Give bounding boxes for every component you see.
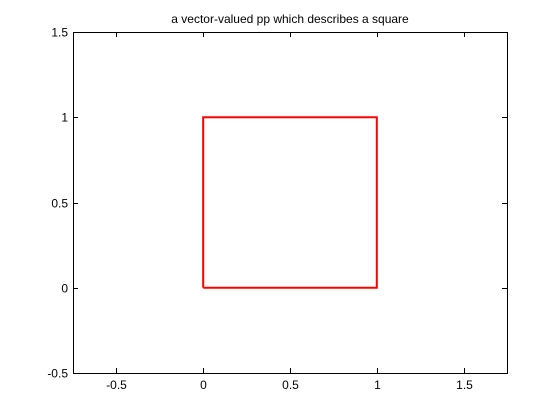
y-tick-label: 1.5	[51, 26, 68, 40]
y-axis: -0.5 0 0.5 1 1.5	[47, 26, 507, 381]
x-tick-label: 0.5	[282, 378, 299, 392]
series-line-square	[202, 116, 378, 289]
plot-area	[202, 116, 378, 289]
y-tick-label: -0.5	[47, 367, 68, 381]
axes-box	[73, 32, 508, 374]
x-tick-label: -0.5	[106, 378, 127, 392]
x-tick-label: 1.5	[456, 378, 473, 392]
chart-title: a vector-valued pp which describes a squ…	[171, 12, 409, 26]
x-tick-label: 1	[374, 378, 381, 392]
y-tick-label: 0	[61, 282, 68, 296]
y-tick-label: 1	[61, 111, 68, 125]
y-tick-label: 0.5	[51, 197, 68, 211]
x-axis: -0.5 0 0.5 1 1.5	[106, 32, 473, 392]
x-tick-label: 0	[200, 378, 207, 392]
